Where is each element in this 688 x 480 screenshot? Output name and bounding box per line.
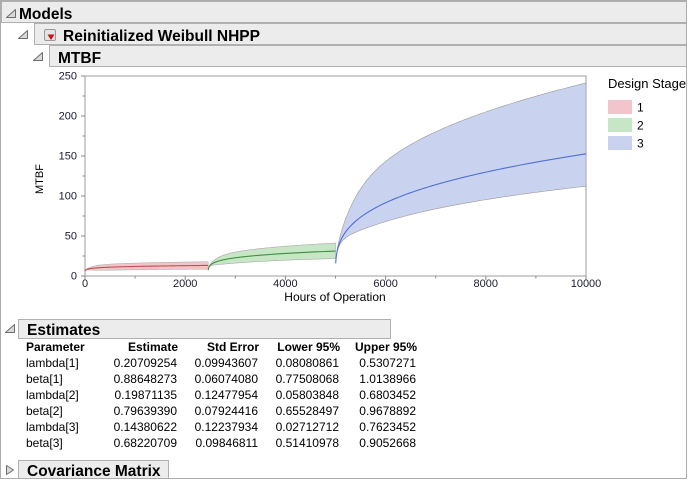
svg-text:Hours of Operation: Hours of Operation bbox=[284, 290, 385, 304]
svg-text:10000: 10000 bbox=[571, 278, 602, 290]
svg-text:Design Stage: Design Stage bbox=[608, 76, 686, 91]
svg-text:0: 0 bbox=[82, 278, 88, 290]
svg-text:250: 250 bbox=[59, 71, 77, 83]
svg-text:200: 200 bbox=[59, 111, 77, 123]
svg-text:0: 0 bbox=[71, 271, 77, 283]
svg-text:MTBF: MTBF bbox=[34, 164, 46, 194]
svg-text:150: 150 bbox=[59, 151, 77, 163]
svg-text:4000: 4000 bbox=[273, 278, 297, 290]
svg-text:1: 1 bbox=[637, 101, 644, 115]
svg-text:3: 3 bbox=[637, 137, 644, 151]
svg-text:2000: 2000 bbox=[173, 278, 197, 290]
svg-text:8000: 8000 bbox=[474, 278, 498, 290]
svg-text:6000: 6000 bbox=[373, 278, 397, 290]
svg-text:100: 100 bbox=[59, 191, 77, 203]
svg-text:2: 2 bbox=[637, 119, 644, 133]
svg-text:50: 50 bbox=[65, 231, 77, 243]
